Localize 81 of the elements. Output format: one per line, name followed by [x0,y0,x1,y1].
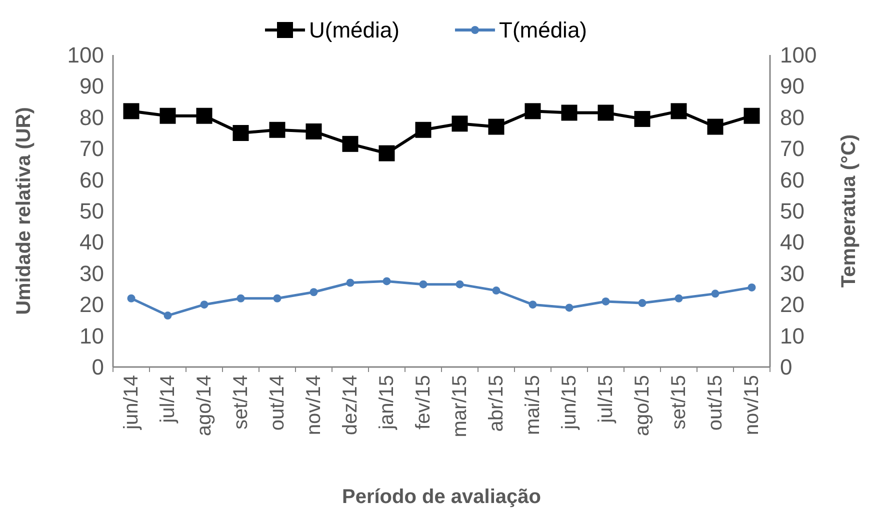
point [528,300,537,309]
y-tick-label: 0 [92,354,104,380]
x-tick-label: out/14 [266,375,288,431]
y-tick-label: 80 [80,104,104,130]
point [456,280,464,288]
point [492,286,500,295]
point [711,290,720,298]
y-tick-label: 100 [67,42,104,68]
y2-tick-label: 70 [780,136,804,162]
y2-tick-label: 0 [780,354,792,380]
x-tick-label: ago/15 [631,375,654,436]
point [670,103,687,120]
x-tick-label: jun/14 [120,375,142,430]
point [232,125,249,141]
point [346,278,354,287]
y2-axis-title: Temperatua (°C) [838,134,860,288]
point [488,118,504,135]
y-tick-label: 20 [80,292,104,318]
y2-tick-label: 30 [780,260,804,286]
y-axis-title: Umidade relativa (UR) [13,107,35,315]
point [419,280,428,288]
point [748,283,756,292]
x-tick-label: jan/15 [376,375,398,430]
y-tick-label: 90 [80,74,104,99]
y-tick-label: 50 [80,198,104,224]
point [164,312,172,320]
point [378,145,395,162]
y-tick-label: 30 [80,260,104,286]
point [707,118,724,135]
legend-label: T(média) [499,18,588,42]
x-tick-label: abr/15 [485,375,508,432]
x-tick-label: nov/15 [740,375,763,436]
y-tick-label: 60 [80,167,104,192]
legend-label: U(média) [309,18,400,42]
point [196,108,212,124]
x-tick-label: dez/14 [339,375,362,436]
point [310,288,318,296]
point [306,123,322,140]
point [524,103,541,120]
y2-tick-label: 100 [780,42,817,68]
y2-tick-label: 60 [780,167,804,192]
y-tick-label: 40 [80,230,104,255]
y2-tick-label: 50 [780,198,804,224]
y2-tick-label: 40 [780,230,804,255]
x-tick-label: mai/15 [522,375,544,436]
point [415,122,432,138]
y2-tick-label: 10 [780,323,804,348]
point [123,103,140,120]
x-tick-label: ago/14 [193,375,216,436]
point [273,294,282,302]
point [382,277,391,286]
y-tick-label: 70 [80,136,104,162]
point [127,294,136,302]
y2-tick-label: 90 [780,74,804,99]
point [602,297,610,306]
point [236,294,245,302]
point [561,104,578,121]
x-tick-label: mar/15 [448,375,471,438]
y2-tick-label: 80 [780,104,804,130]
x-tick-label: jul/14 [156,375,179,424]
point [744,108,760,124]
point [200,300,208,309]
point [160,108,176,124]
x-tick-label: nov/14 [302,375,325,436]
y-tick-label: 10 [80,323,104,348]
point [634,110,650,127]
x-tick-label: set/14 [230,375,252,430]
x-tick-label: jun/15 [558,375,580,430]
x-tick-label: set/15 [668,375,690,430]
point [565,304,574,312]
y2-tick-label: 20 [780,292,804,318]
point [269,122,286,138]
point [638,299,646,308]
point [452,116,468,132]
x-tick-label: out/15 [704,375,726,431]
x-tick-label: jul/15 [594,375,617,424]
point [598,104,614,121]
x-tick-label: fev/15 [412,375,434,430]
point [342,136,358,152]
point [674,294,683,302]
x-axis-title: Período de avaliação [342,486,541,508]
